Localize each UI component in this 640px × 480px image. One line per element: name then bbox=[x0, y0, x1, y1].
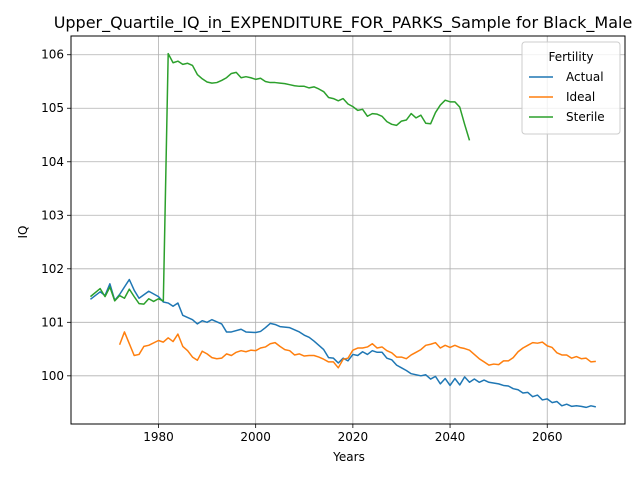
axis-ticks: 1980 2000 2020 2040 2060 100 101 102 103 104 105 10… bbox=[41, 48, 562, 444]
x-tick-label: 2060 bbox=[532, 430, 563, 444]
plot-area-frame bbox=[70, 35, 626, 425]
legend-label-ideal: Ideal bbox=[566, 90, 595, 104]
y-tick-label: 106 bbox=[41, 48, 64, 62]
legend-title: Fertility bbox=[548, 50, 593, 64]
y-tick-label: 103 bbox=[41, 208, 64, 222]
x-tick-label: 2020 bbox=[338, 430, 369, 444]
legend-entries: Actual Ideal Sterile bbox=[529, 70, 605, 124]
series-line-sterile bbox=[89, 52, 471, 305]
legend-box bbox=[521, 41, 621, 135]
y-tick-label: 102 bbox=[41, 262, 64, 276]
chart-title: Upper_Quartile_IQ_in_EXPENDITURE_FOR_PAR… bbox=[54, 13, 633, 33]
y-tick-label: 101 bbox=[41, 315, 64, 329]
legend-label-actual: Actual bbox=[566, 70, 604, 84]
x-tick-label: 2040 bbox=[435, 430, 466, 444]
series-lines bbox=[89, 52, 597, 409]
legend: Fertility Actual Ideal Sterile bbox=[521, 41, 621, 135]
x-tick-label: 2000 bbox=[240, 430, 271, 444]
x-axis-label: Years bbox=[332, 450, 365, 464]
y-tick-label: 104 bbox=[41, 155, 64, 169]
y-tick-label: 105 bbox=[41, 101, 64, 115]
x-tick-label: 1980 bbox=[143, 430, 174, 444]
y-axis-label: IQ bbox=[16, 226, 30, 239]
legend-label-sterile: Sterile bbox=[566, 110, 605, 124]
series-line-ideal bbox=[118, 331, 596, 369]
series-line-actual bbox=[89, 278, 597, 409]
y-tick-label: 100 bbox=[41, 369, 64, 383]
